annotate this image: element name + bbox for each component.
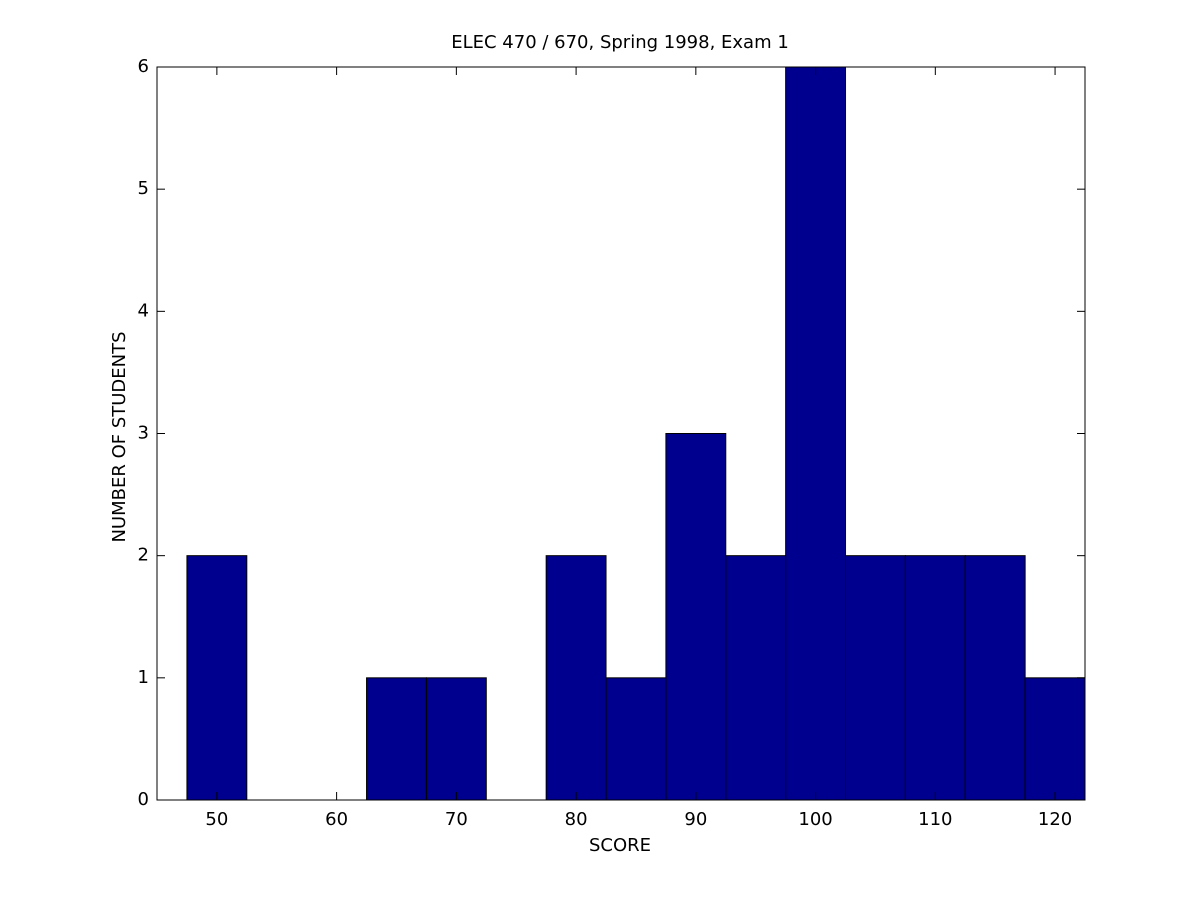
bar (665, 433, 727, 801)
y-tick-label: 0 (138, 789, 149, 810)
bar (785, 66, 847, 801)
y-tick-label: 6 (138, 56, 149, 77)
y-tick-label: 5 (138, 178, 149, 199)
bar (964, 555, 1026, 801)
x-tick-label: 100 (798, 809, 832, 830)
x-tick-label: 90 (684, 809, 707, 830)
bar (425, 677, 487, 801)
y-tick-label: 4 (138, 300, 149, 321)
y-tick-label: 2 (138, 545, 149, 566)
x-tick-label: 120 (1038, 809, 1072, 830)
x-tick-label: 60 (325, 809, 348, 830)
bar (845, 555, 906, 801)
y-tick-label: 1 (138, 667, 149, 688)
x-tick-label: 50 (205, 809, 228, 830)
y-axis-label: NUMBER OF STUDENTS (109, 331, 130, 542)
y-tick-label: 3 (138, 423, 149, 444)
x-tick-label: 70 (445, 809, 468, 830)
x-axis-label: SCORE (589, 835, 651, 856)
bar (545, 555, 607, 801)
bar (186, 555, 248, 801)
chart-title: ELEC 470 / 670, Spring 1998, Exam 1 (451, 32, 789, 53)
bar (725, 555, 787, 801)
x-tick-label: 110 (918, 809, 952, 830)
x-tick-label: 80 (565, 809, 588, 830)
bar (605, 677, 667, 801)
bar (1024, 677, 1086, 801)
bar (366, 677, 427, 801)
bar (904, 555, 966, 801)
